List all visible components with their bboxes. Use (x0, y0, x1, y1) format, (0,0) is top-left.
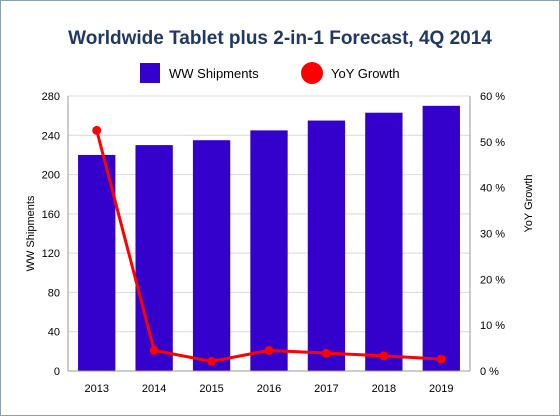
y-tick-label: 200 (42, 170, 60, 182)
x-tick-label: 2016 (257, 383, 281, 395)
line-series (92, 125, 446, 366)
x-tick-label: 2018 (372, 383, 396, 395)
y-tick-label: 280 (42, 91, 60, 103)
y2-tick-label: 0 % (480, 366, 499, 378)
y-tick-label: 160 (42, 209, 60, 221)
bar-2015 (192, 140, 231, 371)
growth-point-2018 (379, 351, 389, 361)
legend-swatch-growth (301, 62, 323, 84)
growth-point-2017 (321, 348, 331, 358)
y-tick-label: 0 (54, 366, 60, 378)
y2-tick-label: 50 % (480, 137, 505, 149)
legend-swatch-shipments (140, 63, 160, 83)
y-tick-label: 240 (42, 130, 60, 142)
y2-tick-label: 20 % (480, 274, 505, 286)
x-tick-label: 2015 (199, 383, 223, 395)
y-axis-label: WW Shipments (25, 195, 37, 271)
legend-label-growth: YoY Growth (331, 65, 400, 81)
x-tick-label: 2013 (84, 383, 108, 395)
left-axis-ticks: 0 40 80 120 160 200 240 280 (42, 91, 60, 378)
growth-point-2016 (264, 345, 274, 355)
right-axis-ticks: 0 % 10 % 20 % 30 % 40 % 50 % 60 % (480, 91, 505, 378)
legend-label-shipments: WW Shipments (169, 65, 259, 81)
axes (67, 96, 471, 372)
x-tick-label: 2017 (314, 383, 338, 395)
y-tick-label: 40 (48, 327, 60, 339)
y2-tick-label: 60 % (480, 91, 505, 103)
y-tick-label: 80 (48, 287, 60, 299)
y2-axis-label: YoY Growth (523, 174, 535, 232)
growth-point-2015 (207, 356, 217, 366)
bar-2014 (135, 145, 173, 371)
growth-point-2013 (92, 125, 102, 135)
legend-item-shipments: WW Shipments (140, 62, 259, 84)
y2-tick-label: 30 % (480, 229, 505, 241)
growth-point-2019 (436, 354, 446, 364)
bar-series (78, 105, 460, 372)
bar-2013 (78, 154, 116, 371)
bar-2017 (307, 120, 346, 371)
x-axis-ticks: 2013 2014 2015 2016 2017 2018 2019 (84, 383, 453, 395)
growth-point-2014 (149, 345, 159, 355)
bar-2016 (250, 130, 288, 371)
y2-tick-label: 40 % (480, 183, 505, 195)
chart-title: Worldwide Tablet plus 2-in-1 Forecast, 4… (68, 28, 492, 49)
y2-tick-label: 10 % (480, 320, 505, 332)
y-tick-label: 120 (42, 248, 60, 260)
x-tick-label: 2019 (429, 383, 453, 395)
x-tick-label: 2014 (142, 383, 166, 395)
chart-legend: WW Shipments YoY Growth (0, 62, 560, 84)
legend-item-growth: YoY Growth (301, 62, 400, 84)
bar-2018 (365, 112, 403, 372)
bar-2019 (422, 105, 460, 372)
